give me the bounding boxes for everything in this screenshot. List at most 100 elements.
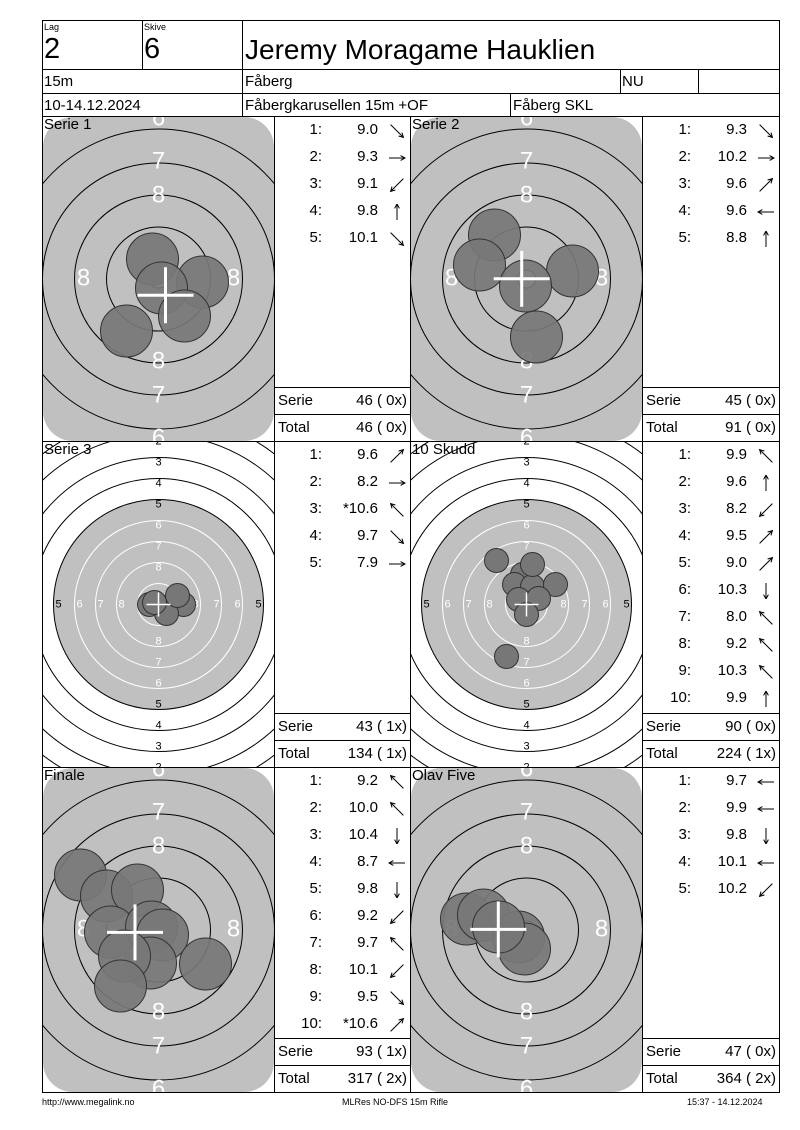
total-sum: Total 364 ( 2x)	[643, 1065, 779, 1093]
direction-arrow-icon	[757, 123, 775, 139]
ring-number: 7	[155, 540, 161, 552]
ring-number: 2	[155, 761, 161, 767]
shot-number: 4:	[309, 853, 322, 870]
lag-label: Lag	[44, 22, 60, 32]
shot-row: 6: 9.2	[275, 907, 410, 927]
shot-value: 9.7	[726, 772, 747, 789]
shooter-class: NU	[622, 73, 644, 90]
shot-row: 1: 9.0	[275, 121, 410, 141]
shot-value: 9.0	[726, 554, 747, 571]
total-label: Total	[278, 1070, 310, 1087]
direction-arrow-icon	[757, 229, 775, 247]
ring-number: 6	[523, 519, 529, 531]
target-ring	[411, 779, 642, 1081]
shot-number: 1:	[309, 121, 322, 138]
shot-value: 9.2	[726, 635, 747, 652]
direction-arrow-icon	[388, 909, 406, 925]
shot-value: 9.7	[357, 527, 378, 544]
shot-row: 4: 9.6	[643, 202, 779, 222]
shot-number: 4:	[309, 527, 322, 544]
ring-number: 8	[520, 832, 533, 859]
ring-number: 4	[155, 719, 161, 731]
shot-row: 5: 9.8	[275, 880, 410, 900]
shot-number: 6:	[309, 907, 322, 924]
shot-row: 5: 8.8	[643, 229, 779, 249]
direction-arrow-icon	[388, 150, 407, 166]
serie-sum: Serie 93 ( 1x)	[275, 1038, 410, 1066]
skive-label: Skive	[144, 22, 167, 32]
shooter-name: Jeremy Moragame Hauklien	[245, 34, 596, 65]
ring-number: 5	[423, 598, 429, 610]
shot-number: 2:	[678, 148, 691, 165]
direction-arrow-icon	[757, 502, 775, 518]
shot-row: 2: 9.6	[643, 473, 779, 493]
lag-value: 2	[44, 33, 61, 65]
serie-sum: Serie 45 ( 0x)	[643, 387, 779, 415]
shot-number: 5:	[309, 554, 322, 571]
direction-arrow-icon	[757, 150, 776, 166]
shot-value: 10.3	[717, 662, 747, 679]
shot-row: 4: 9.5	[643, 527, 779, 547]
shot-value: 8.2	[357, 473, 378, 490]
ring-number: 7	[152, 381, 165, 408]
direction-arrow-icon	[388, 529, 406, 545]
panel-title: Serie 2	[412, 116, 460, 133]
ring-number: 7	[520, 1032, 533, 1059]
total-value: 134 ( 1x)	[347, 745, 407, 762]
direction-arrow-icon	[757, 583, 775, 601]
serie-sum: Serie 47 ( 0x)	[643, 1038, 779, 1066]
panel-title: Serie 3	[44, 441, 92, 458]
shot-number: 2:	[678, 473, 691, 490]
ring-number: 5	[155, 498, 161, 510]
direction-arrow-icon	[757, 828, 775, 846]
shot-hole	[546, 244, 599, 298]
ring-number: 6	[76, 598, 82, 610]
shot-number: 3:	[309, 175, 322, 192]
ring-number: 3	[155, 740, 161, 752]
shot-row: 8: 9.2	[643, 635, 779, 655]
total-label: Total	[278, 419, 310, 436]
shots-finale: 1: 9.2 2: 10.0 3: 10.4 4: 8.7 5: 9.8 6: 9.2 7: 9.7 8: 1…	[274, 767, 411, 1093]
direction-arrow-icon	[388, 828, 406, 846]
direction-arrow-icon	[757, 689, 775, 707]
shot-value: 9.6	[726, 202, 747, 219]
ring-number: 8	[152, 832, 165, 859]
skive-value: 6	[144, 33, 161, 65]
ring-number: 8	[118, 598, 124, 610]
direction-arrow-icon	[756, 801, 775, 817]
total-label: Total	[646, 1070, 678, 1087]
serie-label: Serie	[646, 1043, 682, 1060]
shot-hole	[158, 289, 211, 343]
shot-value: 8.2	[726, 500, 747, 517]
target-serie-3: 3344556677885566778822	[43, 442, 274, 767]
shot-row: 3: 8.2	[643, 500, 779, 520]
ring-number: 7	[152, 798, 165, 825]
direction-arrow-icon	[388, 448, 406, 464]
total-label: Total	[646, 419, 678, 436]
direction-arrow-icon	[757, 473, 775, 491]
shot-value: 10.3	[717, 581, 747, 598]
shot-number: 1:	[678, 772, 691, 789]
ring-number: 2	[523, 761, 529, 767]
ring-number: 2	[523, 442, 529, 447]
shot-value: 9.2	[357, 907, 378, 924]
total-value: 91 ( 0x)	[725, 419, 776, 436]
shots-10-skudd: 1: 9.9 2: 9.6 3: 8.2 4: 9.5 5: 9.0 6: 10.3 7: 8.0 8: 9.…	[642, 441, 780, 768]
shot-value: 9.1	[357, 175, 378, 192]
shot-number: 10:	[301, 1015, 322, 1032]
ring-number: 3	[523, 456, 529, 468]
direction-arrow-icon	[388, 231, 406, 247]
shot-row: 10: 9.9	[643, 689, 779, 709]
serie-sum: Serie 90 ( 0x)	[643, 713, 779, 741]
ring-number: 6	[155, 519, 161, 531]
shot-value: 9.9	[726, 446, 747, 463]
ring-number: 5	[523, 698, 529, 710]
serie-label: Serie	[646, 392, 682, 409]
shot-row: 1: 9.7	[643, 772, 779, 792]
shot-value: 9.8	[357, 202, 378, 219]
shot-value: 9.6	[357, 446, 378, 463]
shot-value: 8.0	[726, 608, 747, 625]
footer-link[interactable]: http://www.megalink.no	[42, 1097, 135, 1107]
serie-label: Serie	[646, 718, 682, 735]
